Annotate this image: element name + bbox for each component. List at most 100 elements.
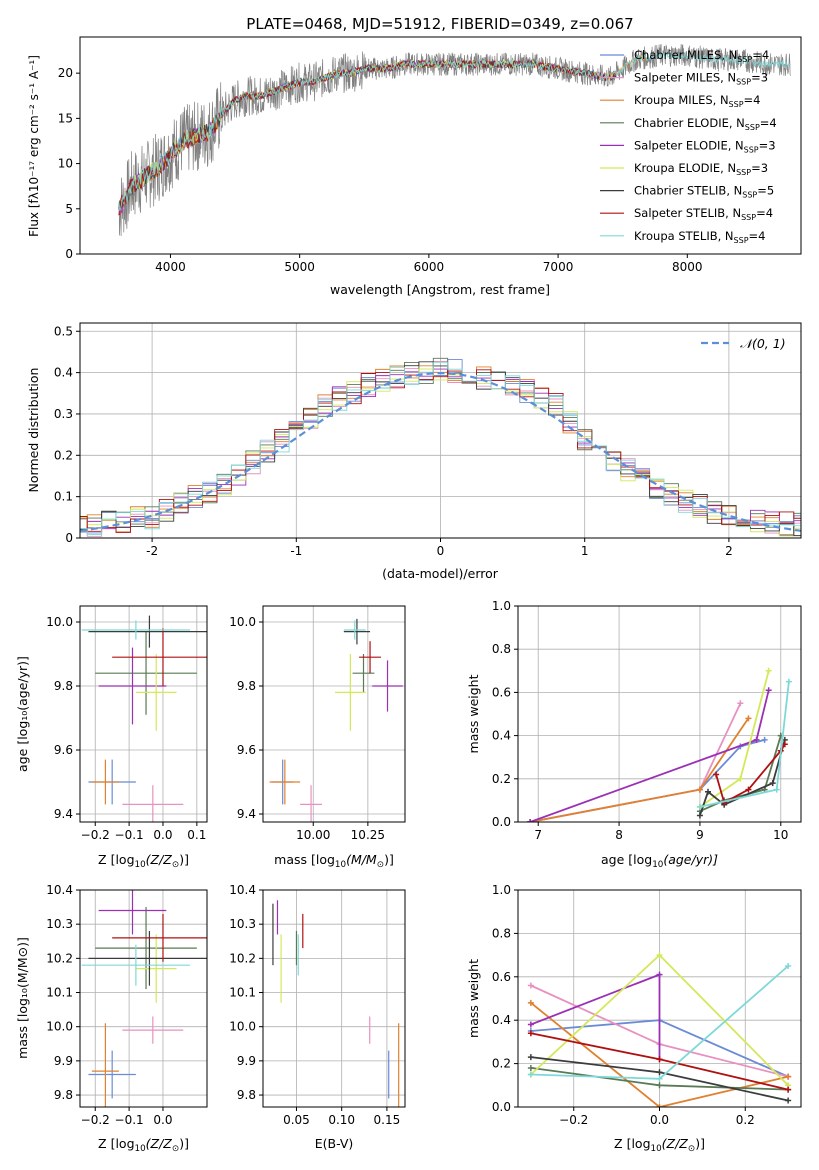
y-axis-label: mass weight <box>466 959 481 1038</box>
y-tick-label: 10.0 <box>46 1020 73 1034</box>
weight-line <box>529 689 770 822</box>
x-tick-label: −0.1 <box>115 828 144 842</box>
legend-text: Kroupa MILES, N <box>634 93 729 107</box>
y-tick-label: 9.8 <box>237 1088 256 1102</box>
label-sub: ⊙ <box>172 860 179 870</box>
model-spectrum <box>118 51 791 211</box>
x-tick-label: 6000 <box>414 260 445 274</box>
x-tick-label: 0.2 <box>736 1113 755 1127</box>
legend-text: =4 <box>749 229 766 243</box>
x-axis-label: (data-model)/error <box>382 566 499 581</box>
weight-marker <box>785 1086 792 1093</box>
weight-marker <box>656 1082 663 1089</box>
y-tick-label: 9.9 <box>237 1054 256 1068</box>
y-tick-label: 10.0 <box>46 615 73 629</box>
plot-area <box>527 667 792 822</box>
y-tick-label: 9.4 <box>54 807 73 821</box>
x-tick-label: 8 <box>615 828 623 842</box>
error-bar-point <box>122 785 184 822</box>
legend-text: =4 <box>760 116 777 130</box>
legend-sub: SSP <box>736 78 751 87</box>
y-tick-label: 0.8 <box>492 926 511 940</box>
x-tick-label: −0.2 <box>81 1113 110 1127</box>
residuals-panel: -2 -1 0 1 2 0 0.1 0.2 0.3 0.4 0.5 𝒩(0, 1) (data-mode… <box>26 322 802 581</box>
axes-frame <box>79 605 208 823</box>
legend-text: Chabrier MILES, N <box>634 48 737 62</box>
error-bar-point <box>112 913 207 962</box>
y-tick-label: 0.2 <box>492 772 511 786</box>
error-bar-point <box>88 615 207 648</box>
label-part: )] <box>179 1136 189 1151</box>
y-tick-label: 9.8 <box>237 679 256 693</box>
weight-marker <box>765 687 772 694</box>
weight-marker <box>656 1069 663 1076</box>
label-sub: 10 <box>135 1144 146 1154</box>
x-tick-label: -1 <box>290 544 302 558</box>
weight-marker <box>705 788 712 795</box>
x-tick-label: -2 <box>146 544 158 558</box>
x-tick-label: 0.10 <box>328 1113 355 1127</box>
x-tick-label: 7 <box>534 828 542 842</box>
x-tick-label: 0 <box>437 544 445 558</box>
plot-area <box>80 357 801 537</box>
legend-text: =4 <box>752 48 769 62</box>
error-bar-point <box>81 620 191 640</box>
error-bar-point <box>135 654 177 731</box>
error-bar-point <box>91 1023 119 1107</box>
label-sub: ⊙ <box>172 1144 179 1154</box>
y-tick-label: 0.0 <box>492 1100 511 1114</box>
weight-marker <box>527 982 534 989</box>
legend-label: 𝒩(0, 1) <box>740 336 786 351</box>
EBV-mass-panel: 0.05 0.10 0.15 9.8 9.9 10.0 10.1 10.2 10.3 10.4 E(… <box>229 883 406 1151</box>
x-tick-label: 0.0 <box>153 1113 172 1127</box>
legend-text: Salpeter ELODIE, N <box>634 138 744 152</box>
error-bar-point <box>343 618 371 645</box>
legend-text: =4 <box>756 206 773 220</box>
error-bar-point <box>343 620 366 640</box>
weight-line <box>530 1002 789 1107</box>
label-part: Z [log <box>614 1136 650 1151</box>
y-tick-label: 20 <box>58 66 73 80</box>
label-sub: ⊙ <box>688 1144 695 1154</box>
weight-marker <box>656 1104 663 1107</box>
label-sub: 10 <box>652 860 663 870</box>
weight-marker <box>737 700 744 707</box>
y-tick-label: 15 <box>58 111 73 125</box>
weight-marker <box>656 1075 663 1082</box>
y-axis-label: Normed distribution <box>26 368 41 493</box>
legend-text: =4 <box>744 93 761 107</box>
y-tick-label: 9.4 <box>237 807 256 821</box>
x-tick-label: 8000 <box>672 260 703 274</box>
weight-marker <box>769 780 776 787</box>
weight-marker <box>527 1030 534 1037</box>
axes-frame <box>79 889 208 1108</box>
legend-text: Kroupa STELIB, N <box>634 229 734 243</box>
weight-marker <box>527 999 534 1006</box>
Z-weight-panel: −0.2 0.0 0.2 0.0 0.2 0.4 0.6 0.8 1.0 Z [log10(Z/Z… <box>466 883 802 1154</box>
weight-line <box>529 717 750 822</box>
y-tick-label: 0.0 <box>492 815 511 829</box>
error-bar-point <box>300 785 322 822</box>
residual-histogram <box>80 362 801 536</box>
error-bar-point <box>335 654 366 731</box>
error-bar-point <box>122 1016 184 1044</box>
weight-marker <box>753 736 760 743</box>
label-part: mass [log <box>274 852 335 867</box>
x-axis-label: wavelength [Angstrom, rest frame] <box>330 282 550 297</box>
legend-label: Chabrier ELODIE, NSSP=4 <box>634 116 777 132</box>
axes-frame <box>262 889 406 1108</box>
y-tick-label: 10.2 <box>229 951 256 965</box>
label-sub: 10 <box>651 1144 662 1154</box>
legend-sub: SSP <box>745 123 760 132</box>
y-tick-label: 0 <box>65 531 73 545</box>
y-tick-label: 1.0 <box>492 599 511 613</box>
y-tick-label: 0.8 <box>492 642 511 656</box>
label-sub: 10 <box>335 860 346 870</box>
weight-marker <box>745 715 752 722</box>
y-tick-label: 0 <box>65 247 73 261</box>
y-tick-label: 10.2 <box>46 951 73 965</box>
legend-label: Kroupa MILES, NSSP=4 <box>634 93 760 109</box>
y-axis-label: mass weight <box>466 674 481 753</box>
label-part: (Z/Z <box>662 1136 689 1151</box>
